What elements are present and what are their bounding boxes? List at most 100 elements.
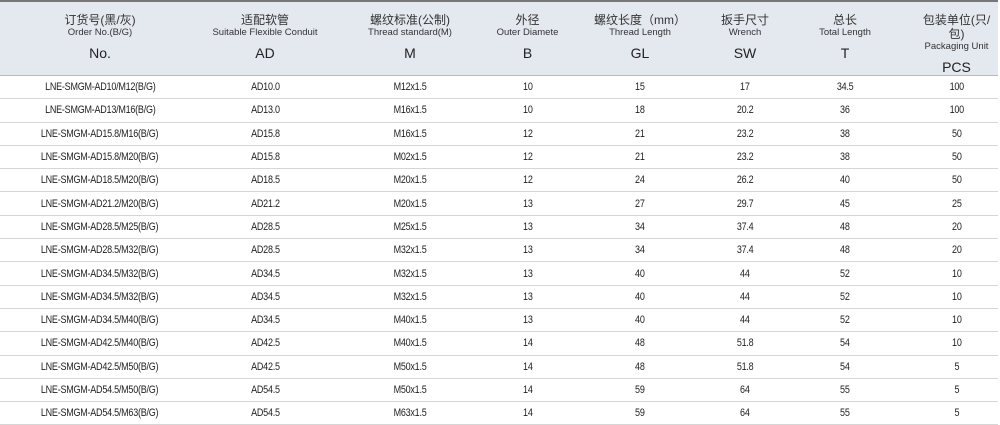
cell-value: LNE-SMGM-AD13/M16(B/G) (44, 104, 156, 117)
table-cell: LNE-SMGM-AD15.8/M16(B/G) (0, 122, 200, 146)
cell-value: 100 (949, 104, 964, 117)
table-cell: 45 (775, 191, 915, 216)
table-row: LNE-SMGM-AD28.5/M32(B/G) AD28.5 M32x1.5 13 3… (0, 238, 998, 263)
table-cell: 37.4 (715, 215, 775, 240)
column-header: 总长 Total Length T (775, 1, 915, 76)
cell-value: 20 (951, 244, 962, 257)
table-cell: 50 (915, 168, 998, 193)
cell-value: 44 (740, 267, 750, 280)
table-cell: M50x1.5 (330, 355, 490, 379)
table-cell: 10 (915, 331, 998, 356)
cell-value: 14 (522, 407, 533, 420)
cell-value: LNE-SMGM-AD34.5/M32(B/G) (41, 290, 159, 303)
cell-value: AD10.0 (250, 81, 280, 94)
table-cell: AD54.5 (200, 378, 330, 403)
cell-value: LNE-SMGM-AD15.8/M16(B/G) (41, 127, 159, 140)
table-cell: LNE-SMGM-AD54.5/M50(B/G) (0, 378, 200, 403)
cell-value: 54 (840, 360, 850, 373)
cell-value: AD34.5 (250, 314, 280, 327)
cell-value: 55 (840, 384, 850, 396)
table-cell: 24 (565, 168, 715, 193)
cell-value: 48 (635, 337, 645, 350)
table-cell: M02x1.5 (330, 145, 490, 170)
table-cell: M32x1.5 (330, 238, 490, 263)
cell-value: 24 (635, 174, 645, 187)
cell-value: M16x1.5 (393, 127, 427, 140)
table-cell: 54 (775, 355, 915, 379)
cell-value: 5 (954, 360, 959, 373)
cell-value: M16x1.5 (393, 104, 427, 117)
table-cell: M40x1.5 (330, 331, 490, 356)
table-row: LNE-SMGM-AD13/M16(B/G) AD13.0 M16x1.5 10 18 2… (0, 98, 998, 123)
cell-value: 21 (635, 127, 645, 140)
table-cell: LNE-SMGM-AD21.2/M20(B/G) (0, 191, 200, 216)
table-cell: 48 (565, 355, 715, 379)
cell-value: 10 (522, 81, 533, 94)
table-cell: M20x1.5 (330, 191, 490, 216)
table-cell: 17 (715, 75, 775, 100)
cell-value: 14 (522, 384, 533, 396)
cell-value: LNE-SMGM-AD34.5/M32(B/G) (41, 267, 159, 280)
table-cell: 48 (565, 331, 715, 356)
column-header-zh: 订货号(黑/灰) (64, 13, 136, 27)
table-cell: 59 (565, 378, 715, 403)
table-cell: LNE-SMGM-AD34.5/M32(B/G) (0, 285, 200, 309)
table-row: LNE-SMGM-AD21.2/M20(B/G) AD21.2 M20x1.5 13 2… (0, 191, 998, 216)
table-cell: 10 (915, 261, 998, 286)
table-cell: M16x1.5 (330, 122, 490, 146)
cell-value: 48 (635, 360, 645, 373)
table-cell: 34 (565, 215, 715, 240)
table-row: LNE-SMGM-AD42.5/M50(B/G) AD42.5 M50x1.5 14 4… (0, 355, 998, 379)
table-cell: M20x1.5 (330, 168, 490, 193)
cell-value: AD28.5 (250, 220, 280, 233)
cell-value: 37.4 (736, 220, 754, 233)
cell-value: 52 (840, 314, 850, 327)
cell-value: 40 (840, 174, 850, 187)
cell-value: 40 (635, 290, 645, 303)
cell-value: 45 (840, 197, 850, 210)
table-cell: 55 (775, 401, 915, 425)
column-header-sym: B (522, 45, 533, 61)
cell-value: 40 (635, 267, 645, 280)
column-header-zh: 总长 (832, 13, 857, 27)
column-header-sym: AD (255, 45, 275, 61)
table-cell: 52 (775, 285, 915, 309)
cell-value: AD13.0 (250, 104, 280, 117)
table-cell: 44 (715, 285, 775, 309)
cell-value: 13 (522, 267, 533, 280)
table-cell: 34.5 (775, 75, 915, 100)
cell-value: AD34.5 (250, 290, 280, 303)
table-cell: 13 (490, 261, 565, 286)
table-cell: 13 (490, 215, 565, 240)
table-row: LNE-SMGM-AD28.5/M25(B/G) AD28.5 M25x1.5 13 3… (0, 215, 998, 240)
cell-value: LNE-SMGM-AD10/M12(B/G) (44, 81, 156, 94)
table-cell: 54 (775, 331, 915, 356)
column-header: 订货号(黑/灰) Order No.(B/G) No. (0, 1, 200, 76)
table-cell: 12 (490, 122, 565, 146)
column-header-sym: No. (89, 45, 111, 61)
table-cell: 48 (775, 238, 915, 263)
table-cell: M12x1.5 (330, 75, 490, 100)
table-cell: 25 (915, 191, 998, 216)
table-row: LNE-SMGM-AD15.8/M20(B/G) AD15.8 M02x1.5 12 2… (0, 145, 998, 170)
cell-value: 13 (522, 290, 533, 303)
column-header: 适配软管 Suitable Flexible Conduit AD (200, 1, 330, 76)
cell-value: M32x1.5 (393, 290, 427, 303)
cell-value: M02x1.5 (393, 151, 427, 164)
table-cell: 51.8 (715, 355, 775, 379)
table-cell: AD28.5 (200, 238, 330, 263)
cell-value: AD21.2 (250, 197, 280, 210)
cell-value: 52 (840, 267, 850, 280)
table-cell: 14 (490, 401, 565, 425)
table-cell: 50 (915, 145, 998, 170)
cell-value: M20x1.5 (393, 174, 427, 187)
cell-value: LNE-SMGM-AD18.5/M20(B/G) (41, 174, 159, 187)
cell-value: 34 (635, 244, 645, 257)
table-cell: AD54.5 (200, 401, 330, 425)
table-cell: 59 (565, 401, 715, 425)
column-header-zh: 适配软管 (240, 13, 289, 27)
table-cell: AD15.8 (200, 145, 330, 170)
table-cell: 40 (565, 308, 715, 333)
table-row: LNE-SMGM-AD54.5/M63(B/G) AD54.5 M63x1.5 14 5… (0, 401, 998, 425)
column-header-sym: PCS (942, 59, 971, 75)
